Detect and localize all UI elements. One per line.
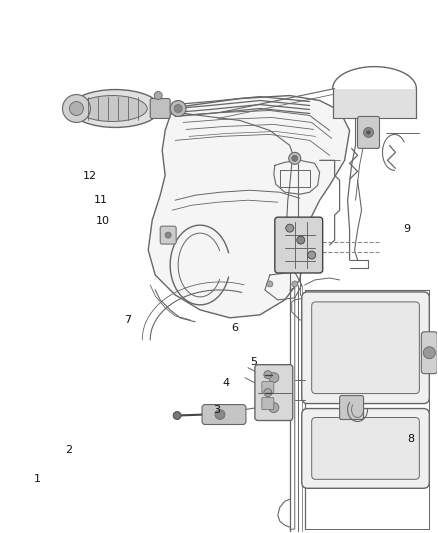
- Circle shape: [292, 281, 298, 287]
- Ellipse shape: [71, 90, 160, 127]
- Circle shape: [424, 347, 435, 359]
- Text: 3: 3: [213, 405, 220, 415]
- Text: 5: 5: [251, 357, 258, 367]
- Circle shape: [367, 131, 371, 134]
- Text: 11: 11: [94, 195, 108, 205]
- Circle shape: [308, 251, 316, 259]
- Circle shape: [70, 101, 83, 116]
- Circle shape: [269, 373, 279, 383]
- Circle shape: [215, 409, 225, 419]
- Circle shape: [269, 402, 279, 413]
- FancyBboxPatch shape: [421, 332, 437, 374]
- Text: 8: 8: [407, 434, 415, 444]
- Circle shape: [286, 224, 294, 232]
- Text: 2: 2: [65, 445, 72, 455]
- FancyBboxPatch shape: [312, 417, 419, 479]
- Circle shape: [63, 94, 90, 123]
- Circle shape: [165, 232, 171, 238]
- Circle shape: [173, 411, 181, 419]
- Bar: [332, 88, 417, 118]
- FancyBboxPatch shape: [302, 292, 429, 403]
- Circle shape: [170, 101, 186, 117]
- Ellipse shape: [78, 95, 147, 122]
- Circle shape: [174, 104, 182, 112]
- Circle shape: [267, 281, 273, 287]
- Circle shape: [292, 155, 298, 161]
- Circle shape: [264, 389, 272, 397]
- FancyBboxPatch shape: [302, 409, 429, 488]
- Circle shape: [154, 92, 162, 100]
- Text: 12: 12: [83, 171, 97, 181]
- FancyBboxPatch shape: [275, 217, 323, 273]
- FancyBboxPatch shape: [160, 226, 176, 244]
- FancyBboxPatch shape: [262, 382, 274, 393]
- FancyBboxPatch shape: [339, 395, 364, 419]
- Circle shape: [264, 370, 272, 378]
- Circle shape: [297, 236, 305, 244]
- FancyBboxPatch shape: [357, 117, 379, 148]
- Text: 4: 4: [222, 378, 229, 389]
- Text: 6: 6: [231, 322, 238, 333]
- FancyBboxPatch shape: [150, 99, 170, 118]
- Circle shape: [364, 127, 374, 138]
- Polygon shape: [148, 95, 350, 318]
- Text: 10: 10: [96, 216, 110, 227]
- Circle shape: [289, 152, 301, 164]
- Text: 7: 7: [124, 314, 131, 325]
- FancyBboxPatch shape: [262, 398, 274, 409]
- FancyBboxPatch shape: [255, 365, 293, 421]
- Text: 1: 1: [34, 474, 41, 484]
- FancyBboxPatch shape: [312, 302, 419, 393]
- FancyBboxPatch shape: [202, 405, 246, 424]
- Text: 9: 9: [403, 224, 410, 235]
